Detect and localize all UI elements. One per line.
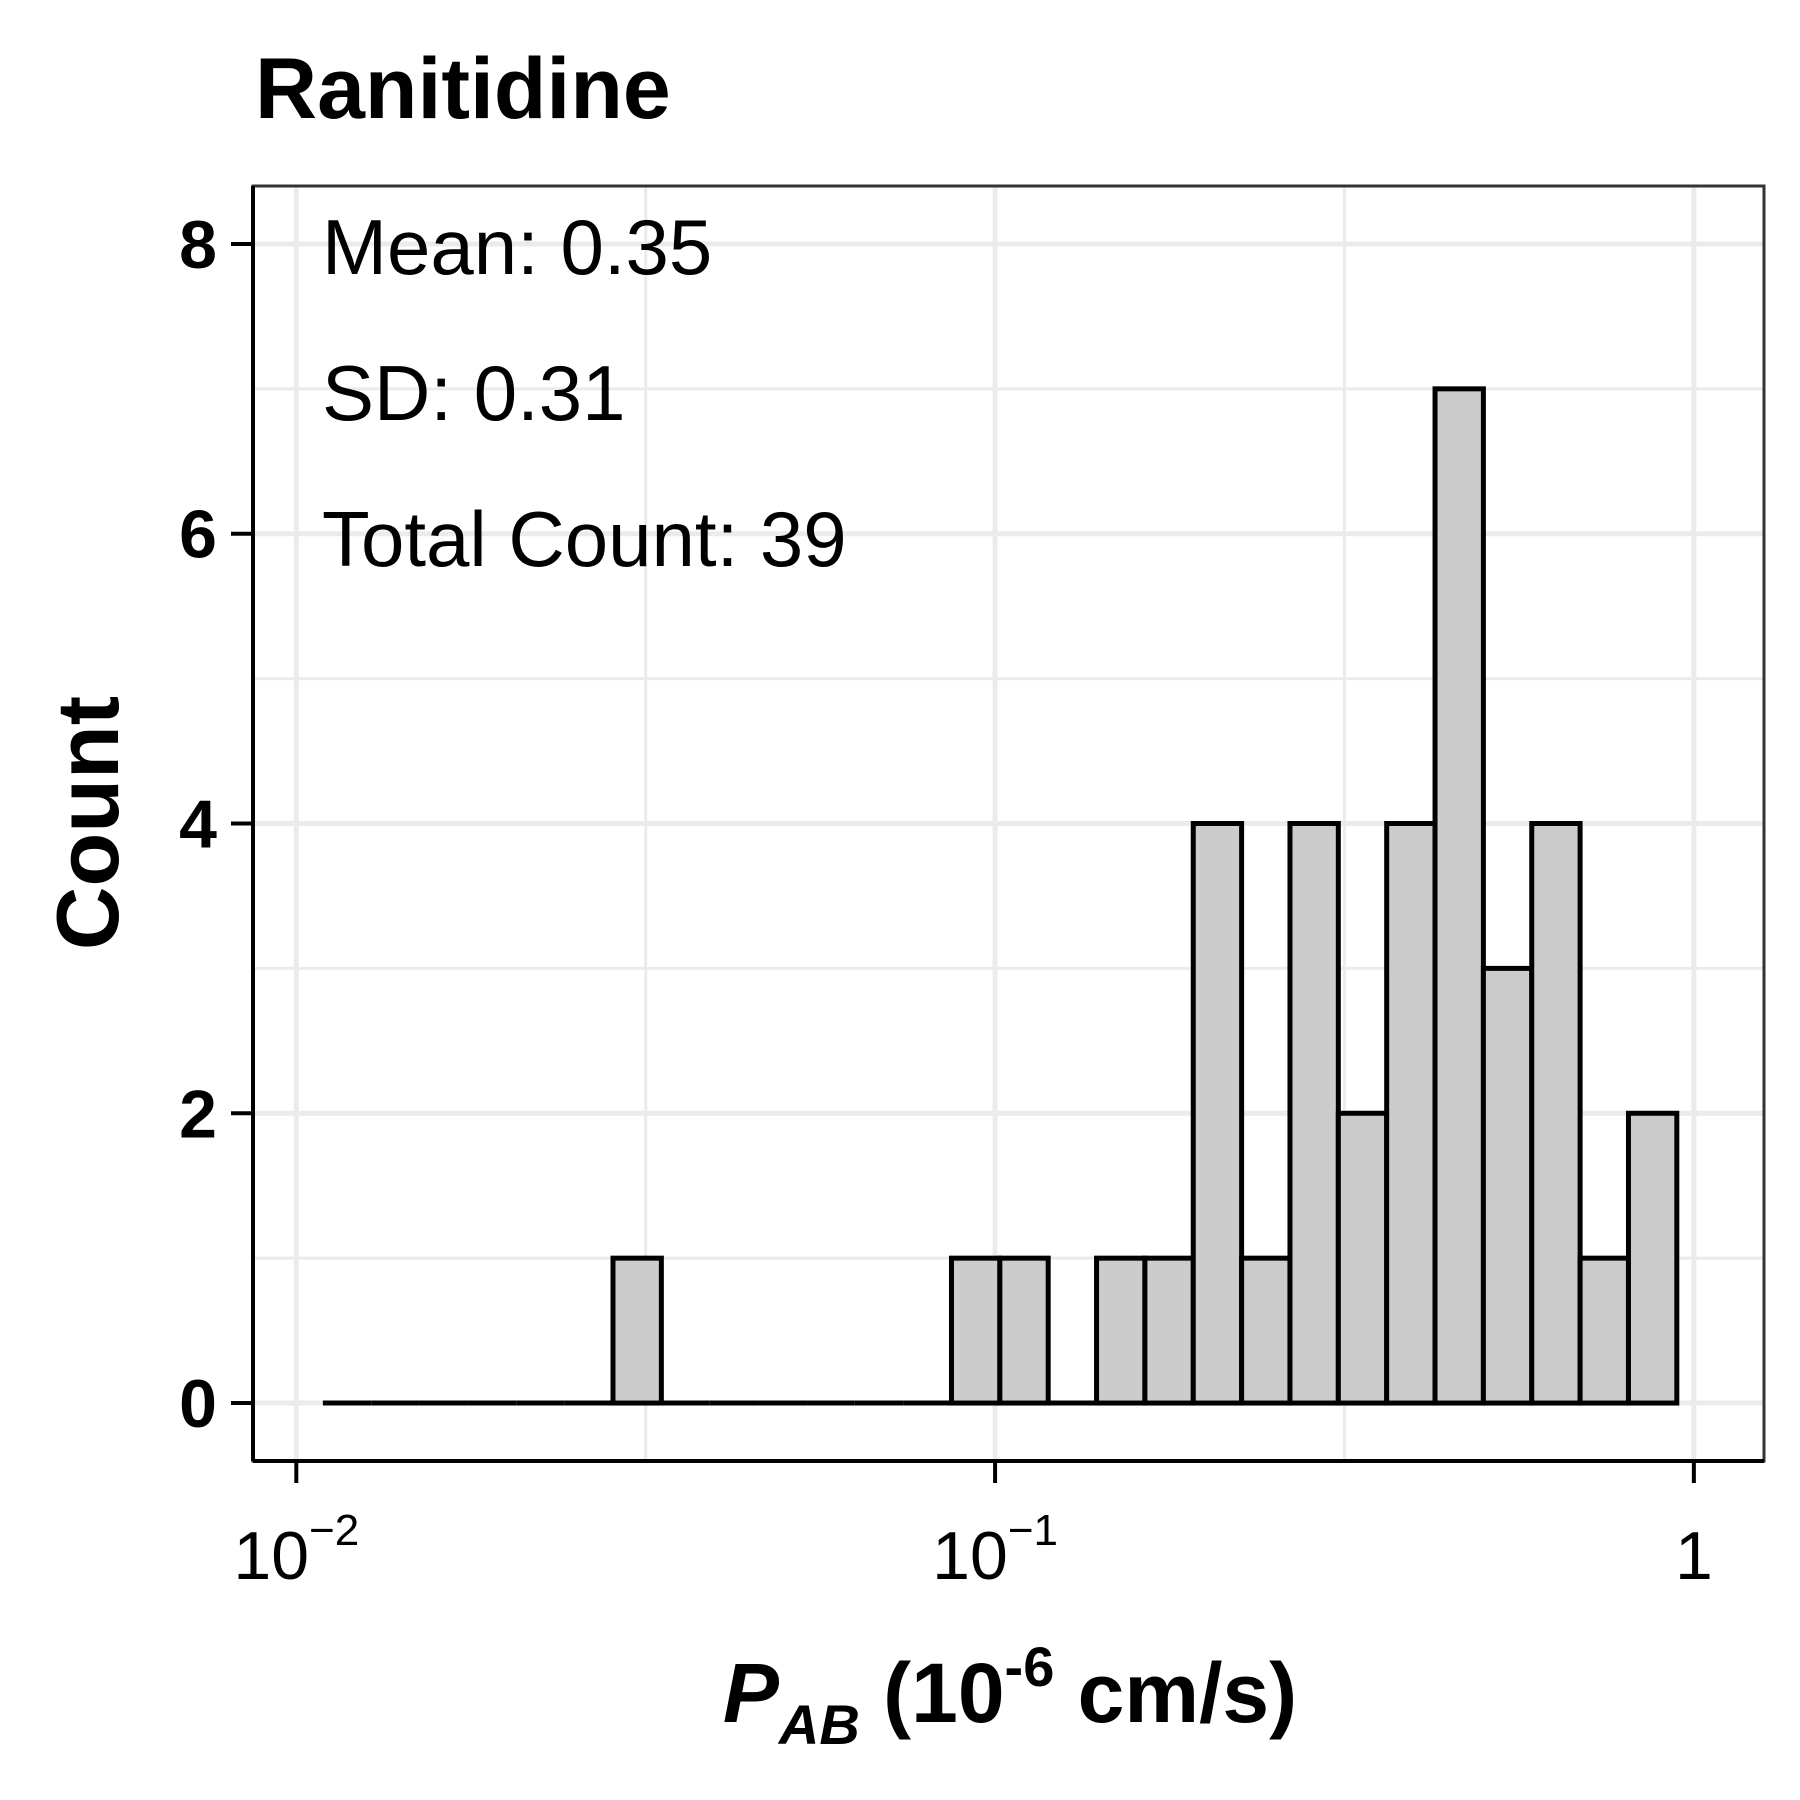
y-tick-label: 8 [179, 207, 217, 283]
x-tick-label-base: 10 [932, 1518, 1008, 1594]
y-tick-label: 0 [179, 1366, 217, 1442]
x-axis-label-subscript: AB [777, 1693, 860, 1756]
histogram-bar [1432, 386, 1486, 1406]
annotation-sd: SD: 0.31 [322, 349, 626, 437]
histogram-bar [997, 1255, 1051, 1406]
annotation-mean: Mean: 0.35 [322, 203, 712, 291]
x-axis-label: PAB (10-6 cm/s) [723, 1635, 1297, 1756]
x-tick-label: 10−2 [233, 1506, 359, 1594]
x-axis-label-superscript: -6 [1005, 1635, 1055, 1698]
histogram-bar [1190, 821, 1245, 1406]
x-tick-label-base: 1 [1675, 1518, 1713, 1594]
grid-lines [253, 186, 1764, 1461]
histogram-bar [1480, 965, 1535, 1406]
x-tick-label-exponent: −2 [309, 1506, 359, 1555]
x-tick-label-exponent: −1 [1008, 1506, 1058, 1555]
x-axis-label-close: cm/s) [1054, 1646, 1297, 1740]
histogram-bar [1287, 821, 1341, 1406]
histogram-bars [322, 386, 1680, 1406]
histogram-bar [1577, 1255, 1631, 1406]
x-tick-label-base: 10 [233, 1518, 309, 1594]
histogram-bar [1529, 821, 1583, 1406]
histogram-bar [1335, 1110, 1390, 1406]
histogram-bar [1384, 821, 1438, 1406]
y-axis-label: Count [38, 696, 137, 950]
annotation-total-count: Total Count: 39 [322, 495, 847, 583]
x-axis-label-symbol: P [723, 1646, 780, 1740]
histogram-bar [1625, 1110, 1680, 1406]
y-tick-label: 4 [179, 787, 217, 863]
x-tick-label: 1 [1675, 1518, 1713, 1594]
histogram-bar [610, 1255, 664, 1406]
histogram-bar [1239, 1255, 1293, 1406]
x-tick-label: 10−1 [932, 1506, 1058, 1594]
histogram-bar [1094, 1255, 1148, 1406]
histogram-bar [1142, 1255, 1196, 1406]
y-tick-label: 6 [179, 497, 217, 573]
chart-title: Ranitidine [255, 41, 671, 137]
x-axis-label-open: (10 [860, 1646, 1005, 1740]
y-tick-label: 2 [179, 1076, 217, 1152]
histogram-bar [948, 1255, 1003, 1406]
y-axis-ticks: 0 2 4 6 8 [179, 207, 253, 1442]
x-axis-ticks: 10−2 10−1 1 [233, 1461, 1713, 1594]
